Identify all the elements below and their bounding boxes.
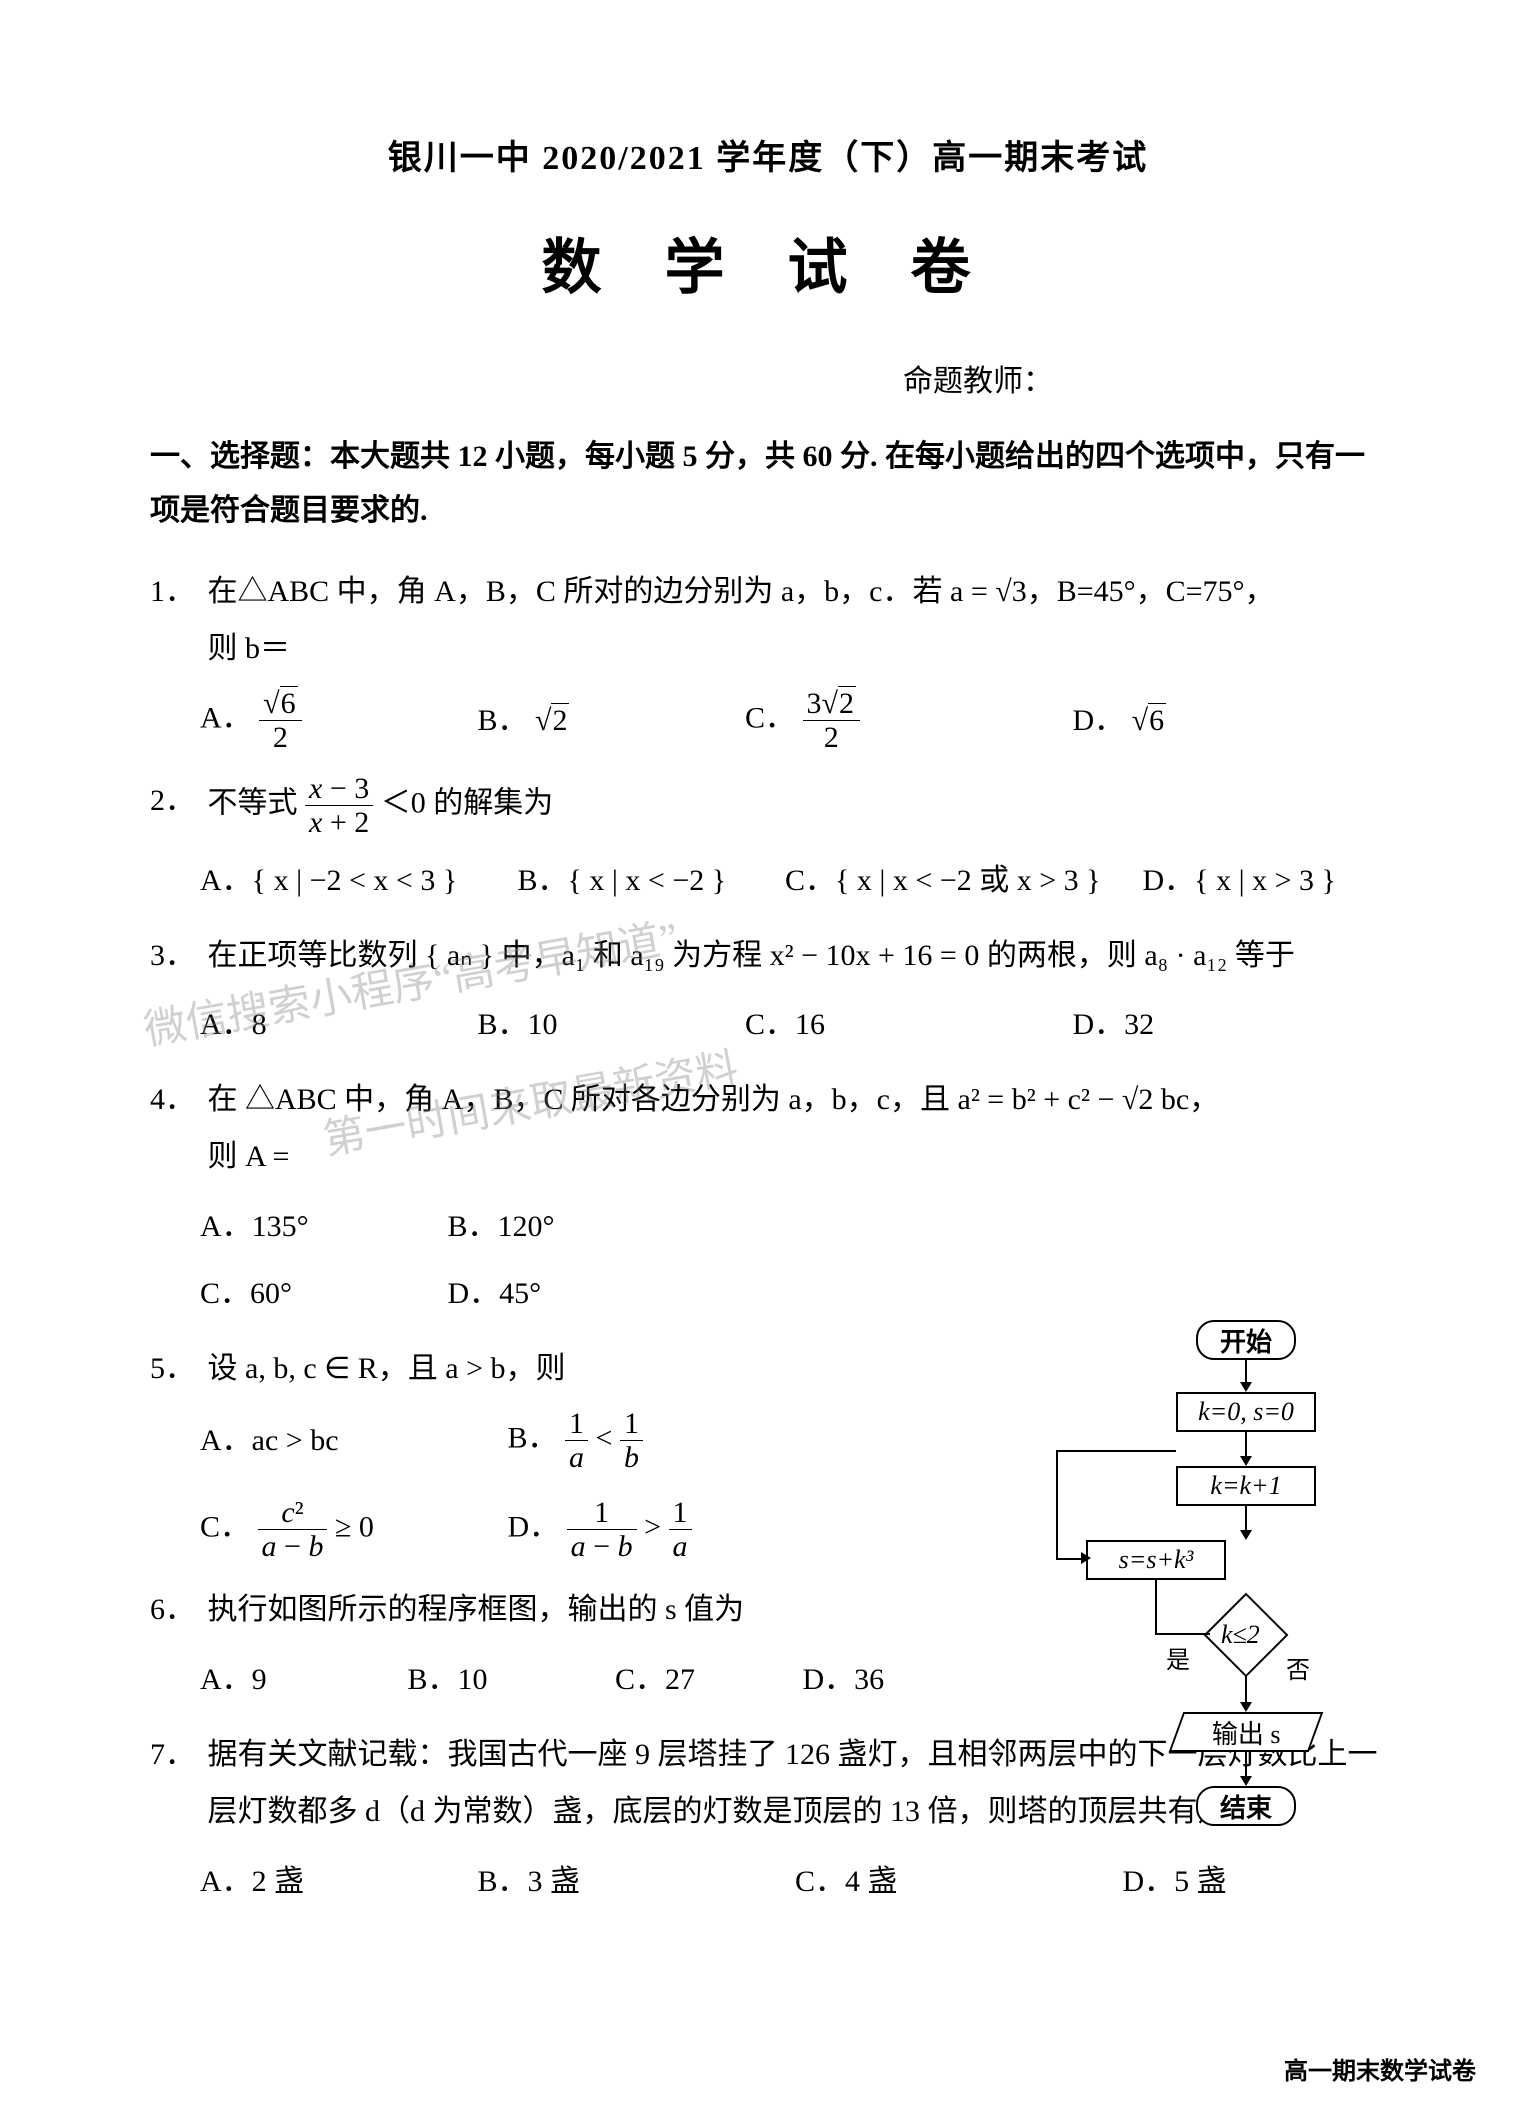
flowchart: 开始 k=0, s=0 k=k+1 s=s+k³ k≤2 是 否 输出 s [1026, 1320, 1366, 1840]
fc-step1: k=k+1 [1176, 1466, 1316, 1506]
q2-A: A．{ x | −2 < x < 3 } [200, 852, 510, 909]
question-4: 4． 在 △ABC 中，角 A，B，C 所对各边分别为 a，b，c，且 a² =… [150, 1071, 1386, 1322]
q5-num: 5． [150, 1340, 200, 1397]
page-title: 数 学 试 卷 [150, 219, 1386, 306]
q7-B: B．3 盏 [478, 1853, 788, 1910]
q3-D: D．32 [1073, 996, 1155, 1053]
q6-num: 6． [150, 1581, 200, 1638]
q5-C: C． c²a − b ≥ 0 [200, 1496, 500, 1563]
q2-D: D．{ x | x > 3 } [1143, 852, 1336, 909]
q1-D: D． 6 [1073, 692, 1167, 749]
q5-A: A．ac > bc [200, 1412, 500, 1469]
q7-D: D．5 盏 [1123, 1853, 1227, 1910]
q5-D: D． 1a − b > 1a [508, 1496, 692, 1563]
q4-num: 4． [150, 1071, 200, 1128]
q4-C: C．60° [200, 1265, 440, 1322]
q2-body: 不等式 x − 3x + 2 ＜0 的解集为 [208, 772, 1378, 839]
question-1: 1． 在△ABC 中，角 A，B，C 所对的边分别为 a，b，c．若 a = √… [150, 563, 1386, 754]
q1-num: 1． [150, 563, 200, 620]
q6-D: D．36 [803, 1651, 885, 1708]
q2-fraction: x − 3x + 2 [305, 772, 373, 839]
fc-output: 输出 s [1169, 1712, 1324, 1752]
q3-B: B．10 [478, 996, 738, 1053]
q6-C: C．27 [615, 1651, 795, 1708]
q7-options: A．2 盏 B．3 盏 C．4 盏 D．5 盏 [150, 1850, 1386, 1910]
q3-num: 3． [150, 927, 200, 984]
q3-A: A．8 [200, 996, 470, 1053]
q7-C: C．4 盏 [795, 1853, 1115, 1910]
exam-page: 银川一中 2020/2021 学年度（下）高一期末考试 数 学 试 卷 命题教师… [0, 0, 1536, 2126]
fc-init: k=0, s=0 [1176, 1392, 1316, 1432]
teacher-line: 命题教师： [570, 356, 1386, 400]
fc-yes: 是 [1166, 1640, 1190, 1675]
q4-body: 在 △ABC 中，角 A，B，C 所对各边分别为 a，b，c，且 a² = b²… [208, 1071, 1378, 1185]
question-3: 3． 在正项等比数列 { aₙ } 中，a₁ 和 a₁₉ 为方程 x² − 10… [150, 927, 1386, 1054]
q4-B: B．120° [448, 1198, 555, 1255]
school-header: 银川一中 2020/2021 学年度（下）高一期末考试 [150, 130, 1386, 179]
q5-B: B． 1a < 1b [508, 1407, 643, 1474]
q2-options: A．{ x | −2 < x < 3 } B．{ x | x < −2 } C．… [150, 849, 1386, 909]
fc-end: 结束 [1196, 1786, 1296, 1826]
q2-B: B．{ x | x < −2 } [518, 852, 778, 909]
q1-body: 在△ABC 中，角 A，B，C 所对的边分别为 a，b，c．若 a = √3，B… [208, 563, 1378, 677]
q1-A: A． 62 [200, 687, 470, 754]
q4-options: A．135° B．120° C．60° D．45° [150, 1195, 720, 1322]
q1-options: A． 62 B． 2 C． 322 D． 6 [150, 687, 1386, 754]
fc-cond: k≤2 [1221, 1620, 1260, 1650]
q4-A: A．135° [200, 1198, 440, 1255]
q3-options: A．8 B．10 C．16 D．32 [150, 994, 1386, 1054]
q2-C: C．{ x | x < −2 或 x > 3 } [785, 852, 1135, 909]
q6-A: A．9 [200, 1651, 400, 1708]
q3-C: C．16 [745, 996, 1065, 1053]
q3-body: 在正项等比数列 { aₙ } 中，a₁ 和 a₁₉ 为方程 x² − 10x +… [208, 927, 1378, 984]
question-2: 2． 不等式 x − 3x + 2 ＜0 的解集为 A．{ x | −2 < x… [150, 772, 1386, 909]
q5-options: A．ac > bc B． 1a < 1b C． c²a − b ≥ 0 D． 1… [150, 1407, 820, 1563]
q2-num: 2． [150, 772, 200, 829]
q7-A: A．2 盏 [200, 1853, 470, 1910]
section-1-header: 一、选择题：本大题共 12 小题，每小题 5 分，共 60 分. 在每小题给出的… [150, 430, 1386, 538]
q1-B: B． 2 [478, 692, 738, 749]
page-footer: 高一期末数学试卷 [1284, 2051, 1476, 2086]
q4-D: D．45° [448, 1265, 542, 1322]
q7-num: 7． [150, 1726, 200, 1783]
fc-start: 开始 [1196, 1320, 1296, 1360]
q6-B: B．10 [408, 1651, 608, 1708]
q1-C: C． 322 [745, 687, 1065, 754]
fc-step2: s=s+k³ [1086, 1540, 1226, 1580]
fc-no: 否 [1286, 1650, 1310, 1685]
